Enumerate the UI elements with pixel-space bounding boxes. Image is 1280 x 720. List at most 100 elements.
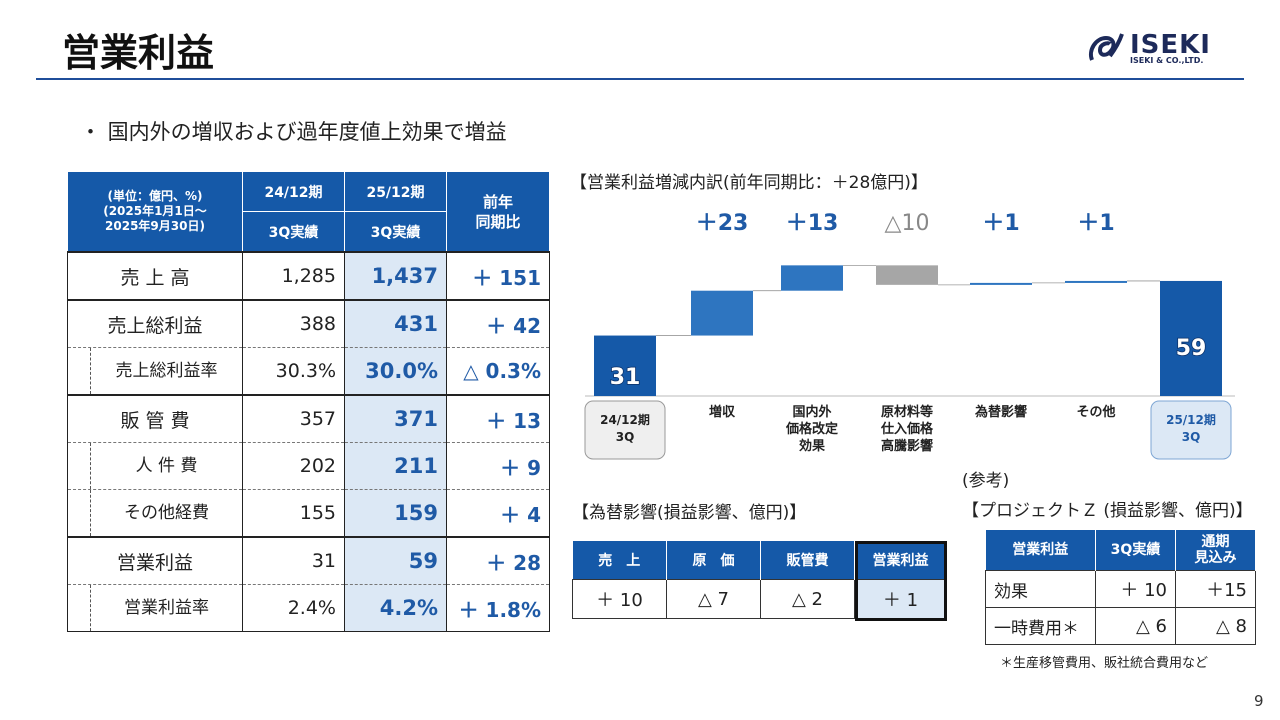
curr-value: 159 xyxy=(344,489,447,537)
prev-value: 155 xyxy=(242,489,345,537)
fx-header-op: 営業利益 xyxy=(854,541,947,580)
pz-actual: △ 6 xyxy=(1095,607,1176,645)
category-label-box xyxy=(584,400,666,460)
category-label: 価格改定 xyxy=(785,421,838,437)
unit-header: (単位：億円、%) (2025年1月1日～ 2025年9月30日) xyxy=(67,171,243,253)
curr-period-header: 25/12期 xyxy=(344,171,447,212)
category-label: その他 xyxy=(1076,404,1115,420)
prev-period-subheader: 3Q実績 xyxy=(242,211,345,253)
table-row: 売上総利益 388 431 ＋ 42 xyxy=(67,299,550,348)
company-logo: ISEKI ISEKI & CO.,LTD. xyxy=(1086,30,1226,70)
unit-line: (単位：億円、%) xyxy=(107,189,203,203)
table-row: 営業利益率 2.4% 4.2% ＋ 1.8% xyxy=(67,584,550,632)
total-value-label: 59 xyxy=(1176,336,1207,361)
fx-value-cost: △ 7 xyxy=(666,579,761,619)
pz-actual: ＋ 10 xyxy=(1095,570,1176,608)
row-label: 販 管 費 xyxy=(67,394,243,443)
yoy-header-line: 同期比 xyxy=(475,212,521,231)
table-row: 販 管 費 357 371 ＋ 13 xyxy=(67,394,550,443)
prev-value: 30.3% xyxy=(242,347,345,395)
pz-row-label: 一時費用＊ xyxy=(985,607,1096,645)
yoy-value: △ 0.3% xyxy=(446,347,550,395)
delta-label: ＋13 xyxy=(786,211,839,236)
row-label-text: 人 件 費 xyxy=(90,443,242,489)
title-divider xyxy=(36,78,1244,80)
table-row: その他経費 155 159 ＋ 4 xyxy=(67,489,550,537)
yoy-value: ＋ 4 xyxy=(446,489,550,537)
table-row: 一時費用＊ △ 6 △ 8 xyxy=(985,607,1256,645)
row-label: 売上総利益率 xyxy=(67,347,243,395)
delta-label: ＋1 xyxy=(982,211,1019,236)
category-label: 増収 xyxy=(709,404,736,420)
row-label: 売上総利益 xyxy=(67,299,243,348)
row-label-text: 売上総利益率 xyxy=(90,348,242,394)
category-label: 24/12期 xyxy=(600,412,650,427)
waterfall-bar xyxy=(876,265,938,285)
total-value-label: 31 xyxy=(610,365,641,390)
yoy-value: ＋ 9 xyxy=(446,442,550,490)
prev-value: 31 xyxy=(242,536,345,585)
curr-value: 431 xyxy=(344,299,447,348)
fx-value-sales: ＋ 10 xyxy=(572,579,667,619)
curr-value: 1,437 xyxy=(344,251,447,300)
project-z-table: 営業利益 3Q実績 通期 見込み 効果 ＋ 10 ＋15 一時費用＊ △ 6 △… xyxy=(985,530,1256,645)
pz-forecast: △ 8 xyxy=(1175,607,1256,645)
delta-label: ＋1 xyxy=(1077,211,1114,236)
fx-header-cost: 原 価 xyxy=(666,541,761,580)
category-label: 3Q xyxy=(1182,430,1201,444)
pz-header-3q: 3Q実績 xyxy=(1095,530,1176,571)
curr-value: 4.2% xyxy=(344,584,447,632)
waterfall-bar xyxy=(970,282,1032,285)
reference-label: (参考) xyxy=(962,471,1010,491)
waterfall-bar xyxy=(691,290,753,336)
pz-header-fy-line: 通期 xyxy=(1201,534,1230,550)
delta-label: ＋23 xyxy=(696,211,749,236)
summary-bullet: ・ 国内外の増収および過年度値上効果で増益 xyxy=(80,120,507,144)
page-number: 9 xyxy=(1254,692,1264,710)
row-label-text: その他経費 xyxy=(90,490,242,536)
iseki-logo-icon xyxy=(1089,33,1124,61)
table-row: 売上総利益率 30.3% 30.0% △ 0.3% xyxy=(67,347,550,395)
category-label-box xyxy=(1150,400,1232,460)
table-row: 売 上 高 1,285 1,437 ＋ 151 xyxy=(67,251,550,300)
table-row: 人 件 費 202 211 ＋ 9 xyxy=(67,442,550,490)
waterfall-bar xyxy=(1160,280,1222,396)
row-label: その他経費 xyxy=(67,489,243,537)
yoy-value: ＋ 1.8% xyxy=(446,584,550,632)
yoy-value: ＋ 28 xyxy=(446,536,550,585)
fx-value-sga: △ 2 xyxy=(760,579,855,619)
category-label: 効果 xyxy=(799,438,825,454)
fx-impact-table: 売 上 原 価 販管費 営業利益 ＋ 10 △ 7 △ 2 ＋ 1 xyxy=(572,541,947,619)
category-label: 高騰影響 xyxy=(881,438,933,454)
yoy-value: ＋ 42 xyxy=(446,299,550,348)
footnote: ＊生産移管費用、販社統合費用など xyxy=(1000,656,1209,671)
curr-value: 59 xyxy=(344,536,447,585)
delta-label: △10 xyxy=(885,211,930,236)
pz-row-label: 効果 xyxy=(985,570,1096,608)
waterfall-bar xyxy=(781,265,843,291)
period-line: (2025年1月1日～ xyxy=(103,204,207,218)
yoy-value: ＋ 151 xyxy=(446,251,550,300)
page-title: 営業利益 xyxy=(62,31,215,75)
table-row: 営業利益 31 59 ＋ 28 xyxy=(67,536,550,585)
fx-header-sales: 売 上 xyxy=(572,541,667,580)
curr-period-subheader: 3Q実績 xyxy=(344,211,447,253)
prev-value: 388 xyxy=(242,299,345,348)
logo-subtext: ISEKI & CO.,LTD. xyxy=(1130,56,1204,65)
prev-value: 202 xyxy=(242,442,345,490)
pz-header-label: 営業利益 xyxy=(985,530,1096,571)
table-row: 効果 ＋ 10 ＋15 xyxy=(985,570,1256,608)
category-label: 仕入価格 xyxy=(880,421,934,437)
row-label: 人 件 費 xyxy=(67,442,243,490)
waterfall-bar xyxy=(1065,280,1127,283)
curr-value: 30.0% xyxy=(344,347,447,395)
fx-op-highlight-box xyxy=(855,541,947,621)
chart-title: 【営業利益増減内訳(前年同期比：＋28億円)】 xyxy=(570,173,928,193)
fx-header-sga: 販管費 xyxy=(760,541,855,580)
prev-period-header: 24/12期 xyxy=(242,171,345,212)
fx-value-op: ＋ 1 xyxy=(854,579,947,619)
category-label: 為替影響 xyxy=(975,404,1027,420)
category-label: 国内外 xyxy=(792,404,831,420)
row-label-text: 営業利益率 xyxy=(90,585,242,631)
